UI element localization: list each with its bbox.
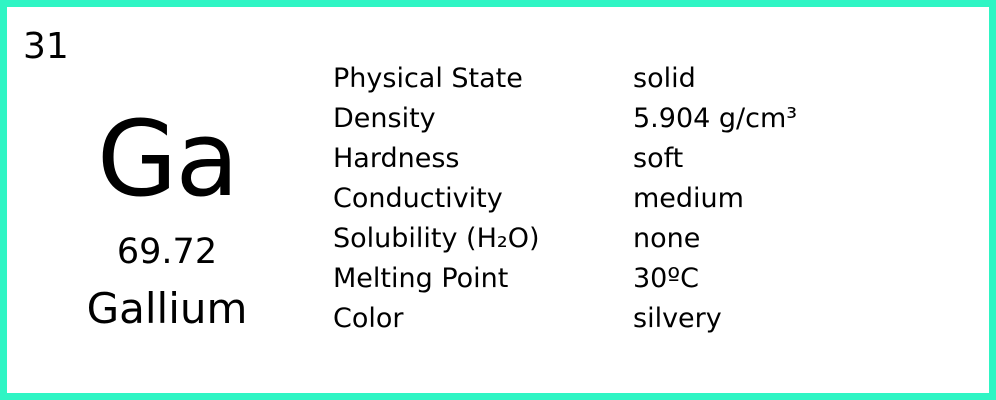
properties-table: Physical State solid Density 5.904 g/cm³… xyxy=(333,58,797,338)
property-row-density: Density 5.904 g/cm³ xyxy=(333,98,797,138)
atomic-number: 31 xyxy=(23,26,69,67)
property-row-solubility: Solubility (H₂O) none xyxy=(333,218,797,258)
property-label: Physical State xyxy=(333,62,523,94)
property-label: Conductivity xyxy=(333,182,503,214)
property-value: 5.904 g/cm³ xyxy=(633,102,798,134)
element-symbol: Ga xyxy=(96,98,239,220)
property-row-conductivity: Conductivity medium xyxy=(333,178,797,218)
property-value: none xyxy=(633,222,701,254)
property-label: Color xyxy=(333,302,404,334)
property-label: Solubility (H₂O) xyxy=(333,222,540,254)
property-value: silvery xyxy=(633,302,722,334)
property-row-hardness: Hardness soft xyxy=(333,138,797,178)
property-label: Melting Point xyxy=(333,262,509,294)
property-row-melting-point: Melting Point 30ºC xyxy=(333,258,797,298)
property-row-physical-state: Physical State solid xyxy=(333,58,797,98)
property-value: soft xyxy=(633,142,684,174)
property-value: 30ºC xyxy=(633,262,699,294)
atomic-mass: 69.72 xyxy=(116,232,218,272)
property-label: Hardness xyxy=(333,142,460,174)
property-value: medium xyxy=(633,182,744,214)
property-label: Density xyxy=(333,102,436,134)
property-row-color: Color silvery xyxy=(333,298,797,338)
property-value: solid xyxy=(633,62,696,94)
element-name: Gallium xyxy=(86,284,248,333)
